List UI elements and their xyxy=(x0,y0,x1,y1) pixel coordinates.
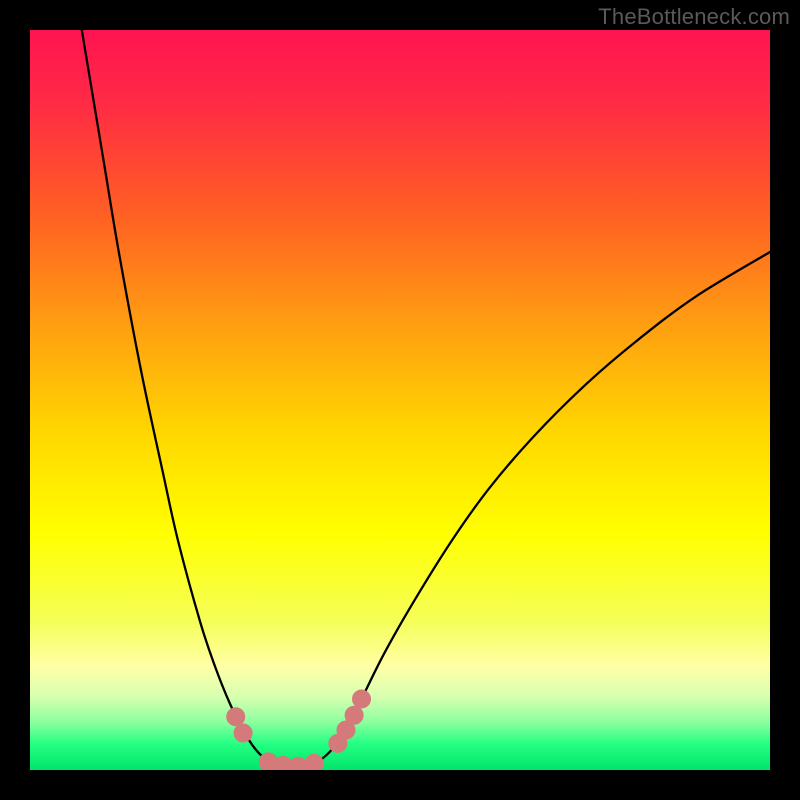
chart-background-gradient xyxy=(30,30,770,770)
curve-marker xyxy=(353,690,371,708)
curve-marker xyxy=(305,754,323,770)
curve-marker xyxy=(345,706,363,724)
curve-marker xyxy=(234,724,252,742)
curve-marker xyxy=(289,757,307,770)
watermark-text: TheBottleneck.com xyxy=(598,4,790,30)
curve-marker xyxy=(227,708,245,726)
bottleneck-curve-chart xyxy=(30,30,770,770)
chart-plot-area xyxy=(30,30,770,770)
